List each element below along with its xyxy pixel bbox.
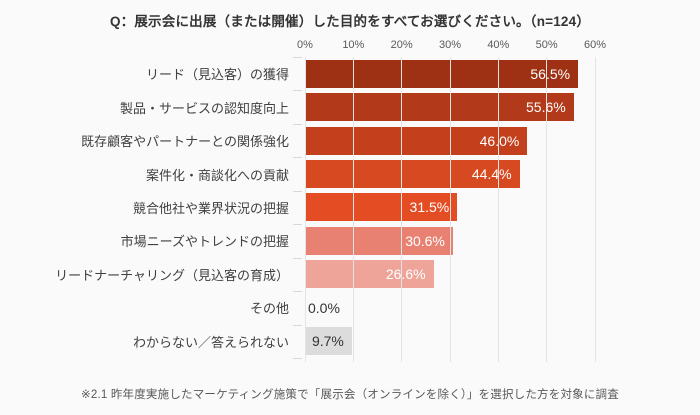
category-label: 競合他社や業界状況の把握 (132, 200, 289, 216)
bar-value-label: 44.4% (471, 166, 512, 183)
bar-value-label: 0.0% (308, 299, 340, 316)
category-label: 市場ニーズやトレンドの把握 (120, 234, 289, 250)
bar: 26.6% (305, 260, 434, 289)
bar-row: 44.4% (305, 157, 595, 190)
bar-row: 26.6% (305, 258, 595, 291)
gridline (546, 57, 548, 362)
bar: 31.5% (305, 193, 458, 222)
bar-row: 56.5% (305, 57, 595, 90)
gridline (497, 57, 499, 362)
bar-rows: 56.5% 55.6% 46.0% 44.4% 31.5% 30.6% 26.6% 0.0% 9… (305, 57, 595, 358)
category-axis-tick (293, 190, 302, 192)
bar: 9.7% (305, 327, 352, 356)
x-tick-label: 10% (342, 39, 365, 51)
gridline (449, 57, 451, 362)
x-axis-tick-labels: 0% 10% 20% 30% 40% 50% 60% (297, 39, 606, 53)
bar: 44.4% (305, 160, 520, 189)
gridline (304, 57, 306, 362)
bar-row: 46.0% (305, 124, 595, 157)
category-label: 既存顧客やパートナーとの関係強化 (81, 134, 289, 150)
category-label: リード（見込客）の獲得 (145, 67, 289, 83)
bar-value-label: 55.6% (526, 99, 574, 115)
category-label: 製品・サービスの認知度向上 (119, 100, 289, 116)
bar: 46.0% (305, 126, 528, 155)
bar-row: 55.6% (305, 90, 595, 123)
x-tick-label: 40% (487, 39, 510, 51)
x-tick-label: 30% (438, 39, 462, 51)
bar-value-label: 9.7% (311, 333, 344, 350)
bar: 56.5% (305, 59, 579, 88)
category-axis-tick (293, 358, 302, 359)
category-axis-labels: リード（見込客）の獲得製品・サービスの認知度向上既存顧客やパートナーとの関係強化… (0, 57, 297, 358)
bar-value-label: 31.5% (409, 199, 450, 216)
x-tick-label: 60% (583, 39, 607, 51)
x-tick-label: 0% (297, 39, 313, 51)
category-axis-tick (293, 224, 302, 226)
category-axis-tick (293, 123, 302, 125)
x-tick-label: 20% (390, 39, 413, 51)
bar-value-label: 46.0% (479, 132, 520, 149)
category-axis-tick (293, 291, 302, 293)
category-axis-tick (293, 257, 302, 259)
chart-title: Q：展示会に出展（または開催）した目的をすべてお選びください。（n=124） (109, 14, 591, 29)
category-label: その他 (249, 301, 289, 317)
category-axis-tick (293, 157, 302, 159)
category-label: わからない／答えられない (132, 334, 289, 350)
gridline (401, 57, 403, 362)
bar-value-label: 56.5% (530, 65, 571, 82)
category-label: 案件化・商談化への貢献 (145, 167, 289, 183)
category-axis-tick (293, 90, 302, 92)
bar: 55.6% (305, 93, 574, 122)
bar-row: 31.5% (305, 191, 595, 224)
bar-row: 30.6% (305, 224, 595, 257)
plot-area: 56.5% 55.6% 46.0% 44.4% 31.5% 30.6% 26.6% 0.0% 9… (293, 57, 596, 362)
bar-value-label: 26.6% (385, 266, 426, 283)
bar-row: 0.0% (305, 291, 595, 324)
category-axis-tick (293, 324, 302, 326)
bar-row: 9.7% (305, 325, 595, 358)
bar: 30.6% (305, 226, 453, 255)
gridline (352, 57, 354, 362)
gridline (594, 57, 596, 362)
x-tick-label: 50% (535, 39, 558, 51)
category-label: リードナーチャリング（見込客の育成） (55, 267, 289, 283)
category-axis-tick (293, 57, 302, 58)
chart-footnote: ※2.1 昨年度実施したマーケティング施策で「展示会（オンラインを除く）」を選択… (81, 389, 619, 401)
bar-value-label: 30.6% (405, 232, 445, 249)
